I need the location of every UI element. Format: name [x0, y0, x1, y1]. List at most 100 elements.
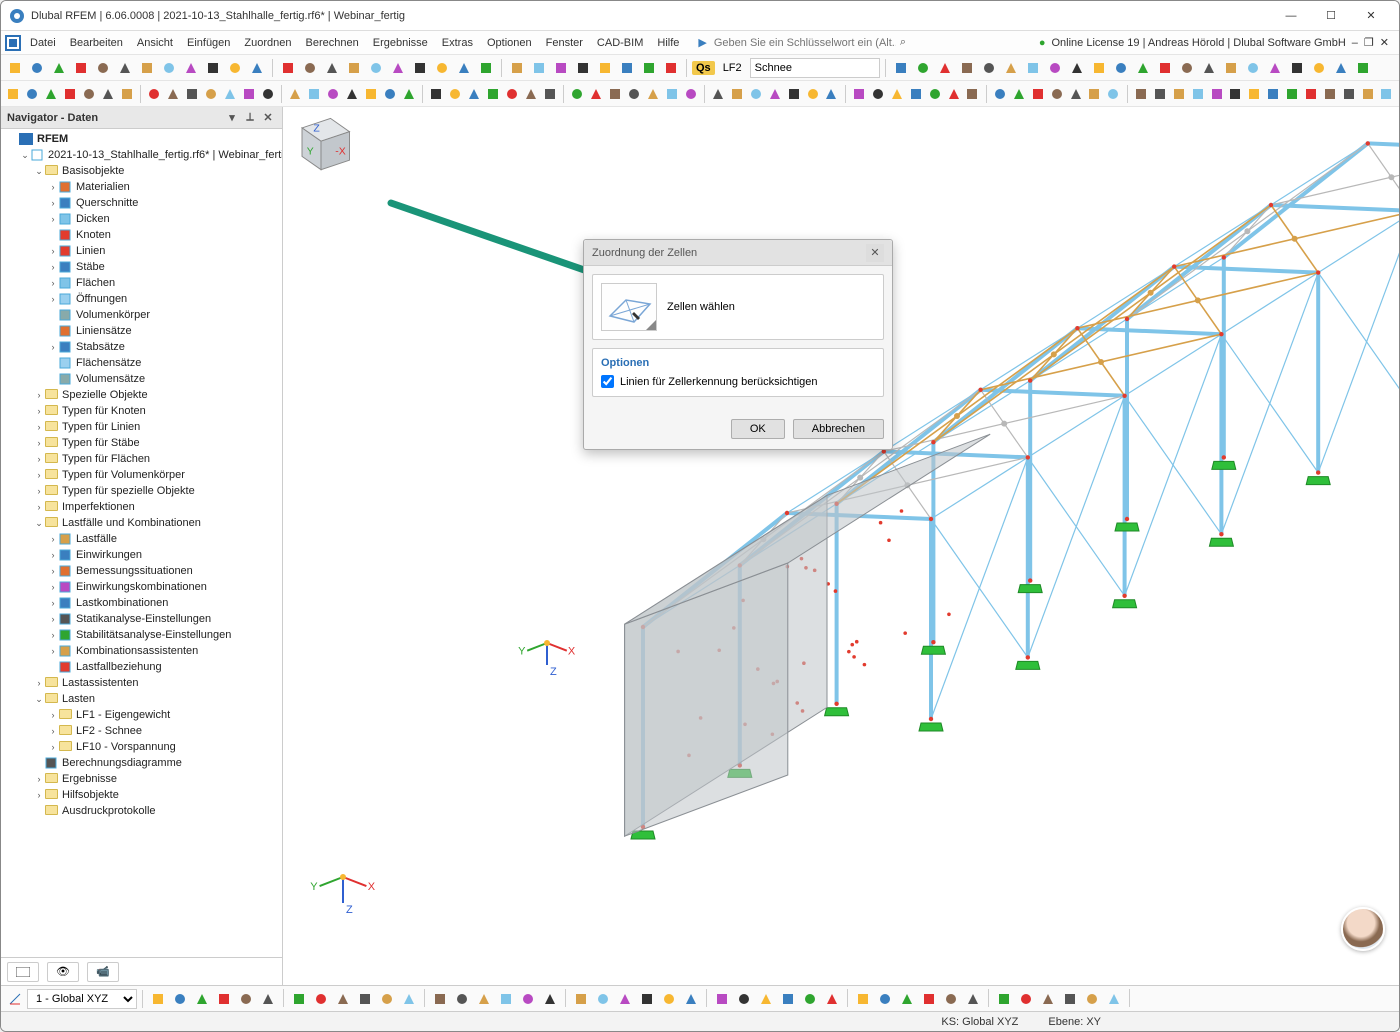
tree-basisobjekte[interactable]: ⌄Basisobjekte	[5, 163, 282, 179]
tb2-btn-1-6[interactable]	[259, 84, 276, 104]
tb3-btn-3-5[interactable]	[681, 989, 701, 1009]
tb1-btn-b2[interactable]	[322, 58, 342, 78]
tree-lf2-schnee[interactable]: ›LF2 - Schnee	[5, 723, 282, 739]
tb1-btn-d10[interactable]	[1111, 58, 1131, 78]
tb2-btn-e9[interactable]	[1303, 84, 1320, 104]
tree-statikanalyse-einstellungen[interactable]: ›Statikanalyse-Einstellungen	[5, 611, 282, 627]
navigator-tree[interactable]: RFEM⌄2021-10-13_Stahlhalle_fertig.rf6* |…	[1, 129, 282, 957]
tb3-btn-6-4[interactable]	[1082, 989, 1102, 1009]
tb3-btn-5-2[interactable]	[897, 989, 917, 1009]
navigation-cube[interactable]: Z -X Y	[283, 107, 359, 183]
tb1-btn-d4[interactable]	[979, 58, 999, 78]
menu-cad-bim[interactable]: CAD-BIM	[590, 34, 650, 52]
tb3-btn-1-2[interactable]	[333, 989, 353, 1009]
tb2-btn-2-1[interactable]	[306, 84, 323, 104]
tb3-btn-1-4[interactable]	[377, 989, 397, 1009]
tb2-btn-7-1[interactable]	[1011, 84, 1028, 104]
tb3-btn-5-3[interactable]	[919, 989, 939, 1009]
tree-lastf-lle-und-kombinationen[interactable]: ⌄Lastfälle und Kombinationen	[5, 515, 282, 531]
tb3-btn-3-1[interactable]	[593, 989, 613, 1009]
tb2-btn-5-1[interactable]	[729, 84, 746, 104]
tree-typen-f-r-linien[interactable]: ›Typen für Linien	[5, 419, 282, 435]
cancel-button[interactable]: Abbrechen	[793, 419, 884, 439]
tb1-btn-d9[interactable]	[1089, 58, 1109, 78]
tree-ergebnisse[interactable]: ›Ergebnisse	[5, 771, 282, 787]
tb2-btn-2-5[interactable]	[381, 84, 398, 104]
tree-st-be[interactable]: ›Stäbe	[5, 259, 282, 275]
tb3-btn-4-3[interactable]	[778, 989, 798, 1009]
tb2-btn-7-2[interactable]	[1029, 84, 1046, 104]
menu-datei[interactable]: Datei	[23, 34, 63, 52]
tree-volumens-tze[interactable]: Volumensätze	[5, 371, 282, 387]
tree-imperfektionen[interactable]: ›Imperfektionen	[5, 499, 282, 515]
tb2-btn-2-6[interactable]	[400, 84, 417, 104]
minimize-button[interactable]: —	[1271, 2, 1311, 30]
tb1-btn-d20[interactable]	[1331, 58, 1351, 78]
select-cells-thumbnail[interactable]	[601, 283, 657, 331]
tree-stabilit-tsanalyse-einstellungen[interactable]: ›Stabilitätsanalyse-Einstellungen	[5, 627, 282, 643]
tree-lasten[interactable]: ⌄Lasten	[5, 691, 282, 707]
tb1-btn-d7[interactable]	[1045, 58, 1065, 78]
tb2-btn-6-5[interactable]	[945, 84, 962, 104]
tb1-btn-d0[interactable]	[891, 58, 911, 78]
tb2-btn-3-1[interactable]	[447, 84, 464, 104]
menu-ergebnisse[interactable]: Ergebnisse	[366, 34, 435, 52]
tb1-btn-d6[interactable]	[1023, 58, 1043, 78]
tb1-btn-c1[interactable]	[529, 58, 549, 78]
tb1-btn-8[interactable]	[181, 58, 201, 78]
maximize-button[interactable]: ☐	[1311, 2, 1351, 30]
tb2-btn-1-3[interactable]	[203, 84, 220, 104]
tb3-btn-4-1[interactable]	[734, 989, 754, 1009]
tb2-btn-1-0[interactable]	[146, 84, 163, 104]
tb2-btn-e1[interactable]	[1152, 84, 1169, 104]
tree-ausdruckprotokolle[interactable]: Ausdruckprotokolle	[5, 803, 282, 819]
tb3-btn-2-5[interactable]	[540, 989, 560, 1009]
tb1-btn-5[interactable]	[115, 58, 135, 78]
tb1-btn-7[interactable]	[159, 58, 179, 78]
tb3-btn-0-3[interactable]	[214, 989, 234, 1009]
tb2-btn-4-1[interactable]	[588, 84, 605, 104]
tb1-btn-d3[interactable]	[957, 58, 977, 78]
tree-typen-f-r-st-be[interactable]: ›Typen für Stäbe	[5, 435, 282, 451]
tb2-btn-0-2[interactable]	[43, 84, 60, 104]
tree-lf1-eigengewicht[interactable]: ›LF1 - Eigengewicht	[5, 707, 282, 723]
tb3-btn-3-2[interactable]	[615, 989, 635, 1009]
nav-tab-data-icon[interactable]	[7, 962, 39, 982]
tb2-btn-7-4[interactable]	[1067, 84, 1084, 104]
tb1-btn-d5[interactable]	[1001, 58, 1021, 78]
tb2-btn-0-0[interactable]	[5, 84, 22, 104]
tree--ffnungen[interactable]: ›Öffnungen	[5, 291, 282, 307]
tb1-btn-d1[interactable]	[913, 58, 933, 78]
tb1-btn-0[interactable]	[5, 58, 25, 78]
tb2-btn-2-3[interactable]	[344, 84, 361, 104]
tb1-btn-d11[interactable]	[1133, 58, 1153, 78]
tb2-btn-e7[interactable]	[1265, 84, 1282, 104]
tb1-btn-3[interactable]	[71, 58, 91, 78]
tb1-btn-b6[interactable]	[410, 58, 430, 78]
tb1-btn-d2[interactable]	[935, 58, 955, 78]
tb3-btn-6-5[interactable]	[1104, 989, 1124, 1009]
tb2-btn-2-0[interactable]	[287, 84, 304, 104]
tb1-btn-c5[interactable]	[617, 58, 637, 78]
tb3-btn-6-2[interactable]	[1038, 989, 1058, 1009]
tb2-btn-1-4[interactable]	[221, 84, 238, 104]
tb2-btn-7-5[interactable]	[1086, 84, 1103, 104]
tb2-btn-6-1[interactable]	[870, 84, 887, 104]
tb1-btn-2[interactable]	[49, 58, 69, 78]
tb2-btn-4-5[interactable]	[663, 84, 680, 104]
tb1-btn-d15[interactable]	[1221, 58, 1241, 78]
tb2-btn-5-5[interactable]	[804, 84, 821, 104]
tb2-btn-e3[interactable]	[1189, 84, 1206, 104]
tb1-btn-d18[interactable]	[1287, 58, 1307, 78]
coord-icon[interactable]	[5, 989, 25, 1009]
tb3-btn-5-4[interactable]	[941, 989, 961, 1009]
nav-tab-camera-icon[interactable]: 📹	[87, 962, 119, 982]
menu-bearbeiten[interactable]: Bearbeiten	[63, 34, 130, 52]
consider-lines-checkbox-label[interactable]: Linien für Zellerkennung berücksichtigen	[601, 375, 875, 388]
tb1-btn-c2[interactable]	[551, 58, 571, 78]
tree-berechnungsdiagramme[interactable]: Berechnungsdiagramme	[5, 755, 282, 771]
tb1-btn-1[interactable]	[27, 58, 47, 78]
tree-kombinationsassistenten[interactable]: ›Kombinationsassistenten	[5, 643, 282, 659]
menu-berechnen[interactable]: Berechnen	[299, 34, 366, 52]
tb1-btn-b1[interactable]	[300, 58, 320, 78]
